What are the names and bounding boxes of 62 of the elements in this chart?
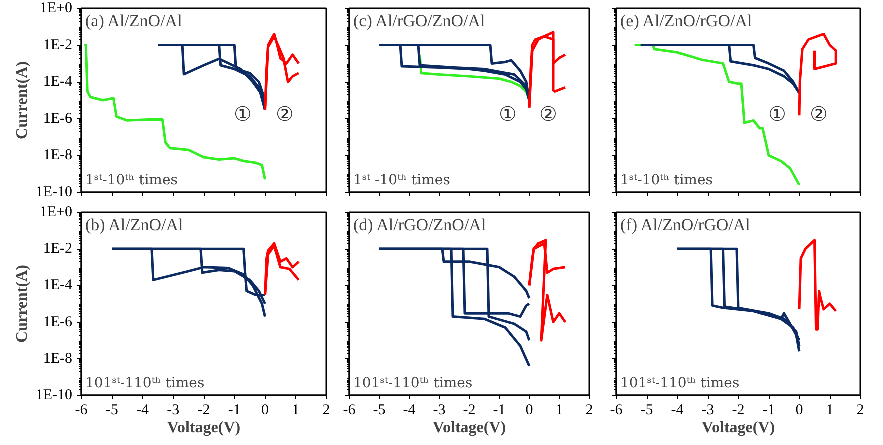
y-tick-label: 1E-4	[43, 74, 73, 90]
x-tick-label: -2	[463, 402, 476, 418]
x-tick-label: -2	[732, 402, 745, 418]
annotation: 1ˢᵗ-10ᵗʰ times	[620, 172, 713, 188]
chart-title: (f) Al/ZnO/rGO/Al	[620, 216, 751, 234]
chart-title: (b) Al/ZnO/Al	[86, 216, 184, 234]
x-tick-label: 2	[586, 402, 594, 418]
x-axis-title: Voltage(V)	[167, 420, 241, 436]
x-tick-label: -4	[403, 402, 416, 418]
x-tick-label: 0	[262, 402, 269, 418]
y-tick-label: 1E-8	[43, 350, 73, 367]
x-tick-label: -5	[106, 402, 118, 418]
x-tick-label: -6	[343, 402, 356, 418]
y-tick-label: 1E-2	[43, 241, 73, 258]
x-tick-label: -6	[610, 402, 624, 418]
annotation: 101ˢᵗ-110ᵗʰ times	[620, 376, 740, 392]
y-tick-label: 1E-2	[43, 37, 73, 54]
y-tick-label: 1E-6	[43, 314, 73, 330]
x-tick-label: -2	[198, 402, 210, 418]
x-tick-label: -3	[433, 402, 446, 418]
chart-title: (a) Al/ZnO/Al	[86, 12, 183, 30]
x-tick-label: 1	[826, 402, 834, 418]
x-tick-label: -3	[167, 402, 180, 418]
y-tick-label: 1E-8	[43, 148, 73, 164]
chart-title: (d) Al/rGO/ZnO/Al	[354, 216, 486, 234]
x-axis-title: Voltage(V)	[702, 420, 776, 436]
x-tick-label: -4	[671, 402, 684, 418]
x-tick-label: -1	[493, 402, 506, 418]
x-tick-label: 1	[556, 402, 564, 418]
annotation: ①	[498, 104, 517, 126]
y-axis-title: Current(A)	[14, 265, 31, 343]
y-tick-label: 1E-10	[36, 184, 73, 200]
y-tick-label: 1E-10	[36, 388, 73, 404]
x-tick-label: 1	[292, 402, 300, 418]
annotation: ①	[234, 104, 252, 126]
x-tick-label: -5	[373, 402, 386, 418]
annotation: ②	[540, 104, 558, 126]
x-tick-label: -6	[75, 402, 88, 418]
annotation: ②	[276, 104, 294, 126]
x-tick-label: 2	[322, 402, 330, 418]
chart-title: (c) Al/rGO/ZnO/Al	[354, 12, 486, 30]
annotation: ①	[768, 104, 787, 126]
y-tick-label: 1E-6	[43, 110, 73, 127]
x-tick-label: 2	[856, 402, 864, 418]
x-tick-label: -5	[640, 402, 654, 418]
x-tick-label: 0	[796, 402, 804, 418]
x-tick-label: -3	[702, 402, 714, 418]
y-axis-title: Current(A)	[14, 62, 31, 140]
x-tick-label: -1	[762, 402, 776, 418]
y-tick-label: 1E-4	[43, 278, 73, 294]
x-axis-title: Voltage(V)	[432, 420, 506, 436]
x-tick-label: 0	[526, 402, 534, 418]
annotation: 101ˢᵗ-110ᵗʰ times	[354, 376, 473, 392]
annotation: 1ˢᵗ -10ᵗʰ times	[354, 172, 450, 188]
y-tick-label: 1E+0	[40, 204, 73, 220]
annotation: 101ˢᵗ-110ᵗʰ times	[86, 376, 205, 392]
annotation: 1ˢᵗ-10ᵗʰ times	[86, 172, 178, 188]
annotation: ②	[810, 104, 828, 126]
y-tick-label: 1E+0	[40, 0, 73, 16]
chart-title: (e) Al/ZnO/rGO/Al	[620, 12, 752, 30]
x-tick-label: -1	[228, 402, 241, 418]
x-tick-label: -4	[136, 402, 150, 418]
